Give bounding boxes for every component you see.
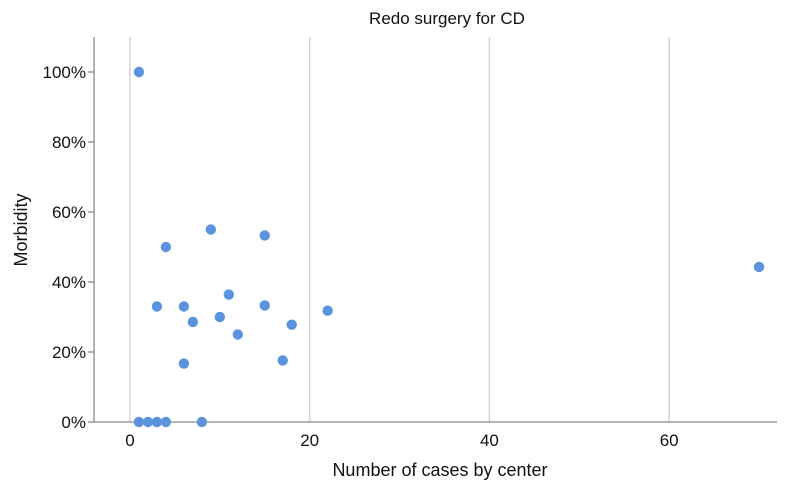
y-tick-label: 20% (52, 343, 86, 362)
y-tick-label: 0% (61, 413, 86, 432)
tick-layer: 0 20 40 60 0% 20% 40% 60% 80% 100% (43, 63, 679, 450)
data-point (322, 305, 333, 316)
data-point (277, 355, 288, 366)
point-layer (133, 66, 765, 428)
y-tick-label: 40% (52, 273, 86, 292)
chart-title: Redo surgery for CD (369, 9, 525, 28)
y-axis-label: Morbidity (11, 193, 31, 266)
x-tick-label: 40 (480, 431, 499, 450)
x-axis-label: Number of cases by center (332, 460, 547, 480)
data-point (214, 311, 226, 323)
y-tick-label: 100% (43, 63, 86, 82)
data-point (133, 416, 145, 428)
data-point (196, 416, 208, 428)
data-point (205, 224, 217, 235)
x-tick-label: 60 (660, 431, 679, 450)
data-point (753, 261, 765, 273)
data-point (232, 329, 243, 340)
data-point (259, 230, 270, 241)
data-point (160, 416, 172, 428)
data-point (286, 319, 297, 330)
data-point (259, 300, 270, 311)
y-tick-label: 80% (52, 133, 86, 152)
grid-layer (129, 37, 670, 422)
data-point (142, 416, 154, 428)
data-point (133, 66, 145, 78)
data-point (151, 301, 163, 312)
data-point (178, 301, 190, 312)
data-point (223, 289, 235, 300)
data-point (178, 358, 190, 369)
x-tick-label: 0 (125, 431, 134, 450)
data-point (187, 316, 199, 328)
data-point (160, 241, 172, 253)
x-tick-label: 20 (300, 431, 319, 450)
y-tick-label: 60% (52, 203, 86, 222)
data-point (151, 416, 163, 428)
